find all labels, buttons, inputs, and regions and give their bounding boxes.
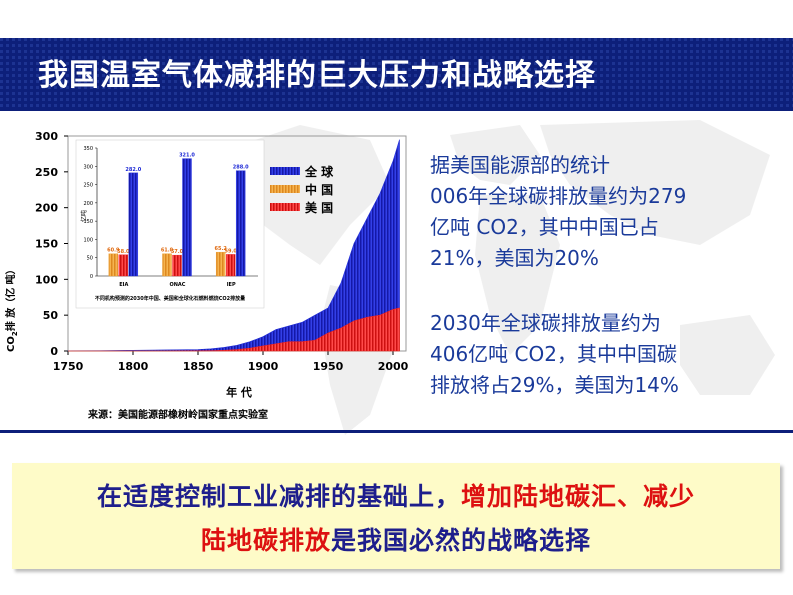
inset-bar [128,172,139,277]
paragraph-2006-line1: 据美国能源部的统计 [430,153,610,177]
source-note: 来源：美国能源部橡树岭国家重点实验室 [87,408,268,421]
y-tick-label: 200 [35,202,58,215]
conclusion-line1-red: 增加陆地碳汇、减少 [461,482,696,511]
inset-category-label: ONAC [170,282,186,288]
inset-bar [118,254,129,277]
inset-bar [172,254,182,277]
y-tick-label: 50 [43,309,59,322]
legend-label: 全 球 [304,164,334,179]
inset-bar-value: 61.0 [161,248,174,254]
inset-bar-value: 282.0 [125,167,141,173]
inset-y-label: 亿吨 [80,210,88,222]
paragraph-2030-line1: 2030年全球碳排放量约为 [430,311,661,335]
series-area-usa [68,307,400,352]
x-tick-label: 1950 [313,360,344,373]
inset-y-tick-label: 200 [83,201,93,207]
inset-y-tick-label: 250 [83,183,93,189]
inset-y-tick-label: 50 [87,256,93,262]
legend-swatch [270,185,300,193]
inset-bar-chart: 0 50 100 150 200 250 300 350 亿吨 60.958.0 282.0 EIA 6… [75,139,265,309]
legend-label: 中 国 [305,182,333,197]
paragraph-2030-line3: 排放将占29%，美国为14% [430,373,679,397]
inset-bar-value: 58.0 [117,249,130,255]
inset-y-tick-label: 150 [83,219,93,225]
main-legend: 全 球中 国美 国 [270,164,334,215]
conclusion-line2-black: 是我国必然的战略选择 [331,526,592,555]
y-axis-label-sub: 2 [11,331,19,336]
inset-bar-value: 65.2 [214,246,227,252]
paragraph-2006-line2: 006年全球碳排放量约为279 [430,184,687,208]
title-bar-pattern [0,38,793,108]
y-tick-label: 300 [35,130,58,143]
paragraph-2006-line4: 21%，美国为20% [430,246,599,270]
paragraph-2030-line2: 406亿吨 CO2，其中中国碳 [430,342,677,366]
inset-y-tick-label: 0 [90,274,93,280]
inset-bar [162,253,172,277]
inset-bar-value: 60.9 [107,248,120,254]
inset-bar-value: 59.0 [224,248,237,254]
inset-bar [182,158,192,277]
inset-bar [225,254,236,277]
y-axis-label-text: 排 放（亿 吨） [4,264,17,331]
inset-background [75,139,265,309]
conclusion-line2-red: 陆地碳排放 [200,526,331,555]
y-tick-label: 150 [35,238,58,251]
divider-top [0,108,793,111]
x-tick-label: 1800 [118,360,149,373]
inset-bar-value: 288.0 [233,165,249,171]
x-axis-label: 年 代 [226,385,252,399]
y-tick-label: 250 [35,166,58,179]
slide-title: 我国温室气体减排的巨大压力和战略选择 [38,58,596,93]
inset-bar-value: 57.0 [171,249,184,255]
conclusion-line1: 在适度控制工业减排的基础上，增加陆地碳汇、减少 [12,477,780,513]
title-bar: 我国温室气体减排的巨大压力和战略选择 [0,38,793,108]
inset-y-tick-label: 100 [83,237,93,243]
divider-middle [0,430,793,433]
x-tick-label: 1750 [53,360,84,373]
inset-y-tick-label: 300 [83,164,93,170]
x-tick-label: 1850 [183,360,214,373]
paragraph-2030: 2030年全球碳排放量约为 406亿吨 CO2，其中中国碳 排放将占29%，美国… [430,308,679,401]
paragraph-2006-line3: 亿吨 CO2，其中中国已占 [430,215,659,239]
inset-bar-value: 321.0 [179,153,195,159]
paragraph-2006: 据美国能源部的统计 006年全球碳排放量约为279 亿吨 CO2，其中中国已占 … [430,150,686,274]
y-tick-label: 0 [50,345,58,358]
conclusion-box: 在适度控制工业减排的基础上，增加陆地碳汇、减少 陆地碳排放是我国必然的战略选择 [12,463,780,569]
legend-swatch [270,203,300,211]
legend-label: 美 国 [305,200,333,215]
inset-y-tick-label: 350 [83,146,93,152]
conclusion-line2: 陆地碳排放是我国必然的战略选择 [12,521,780,557]
x-tick-label: 1900 [248,360,279,373]
conclusion-line1-black: 在适度控制工业减排的基础上， [96,482,461,511]
inset-category-label: IEP [227,282,236,288]
y-axis-label: CO2排 放（亿 吨） [4,264,19,352]
x-tick-label: 2000 [378,360,409,373]
y-axis-label-prefix: CO [6,336,17,352]
inset-bar [215,251,226,277]
legend-swatch [270,167,300,175]
inset-category-label: EIA [119,282,128,288]
inset-caption: 不同机构预测的2030年中国、美国和全球化石燃料燃烧CO2排放量 [95,295,245,302]
inset-bar [108,253,119,277]
inset-bar [235,170,246,277]
y-tick-label: 100 [35,273,58,286]
